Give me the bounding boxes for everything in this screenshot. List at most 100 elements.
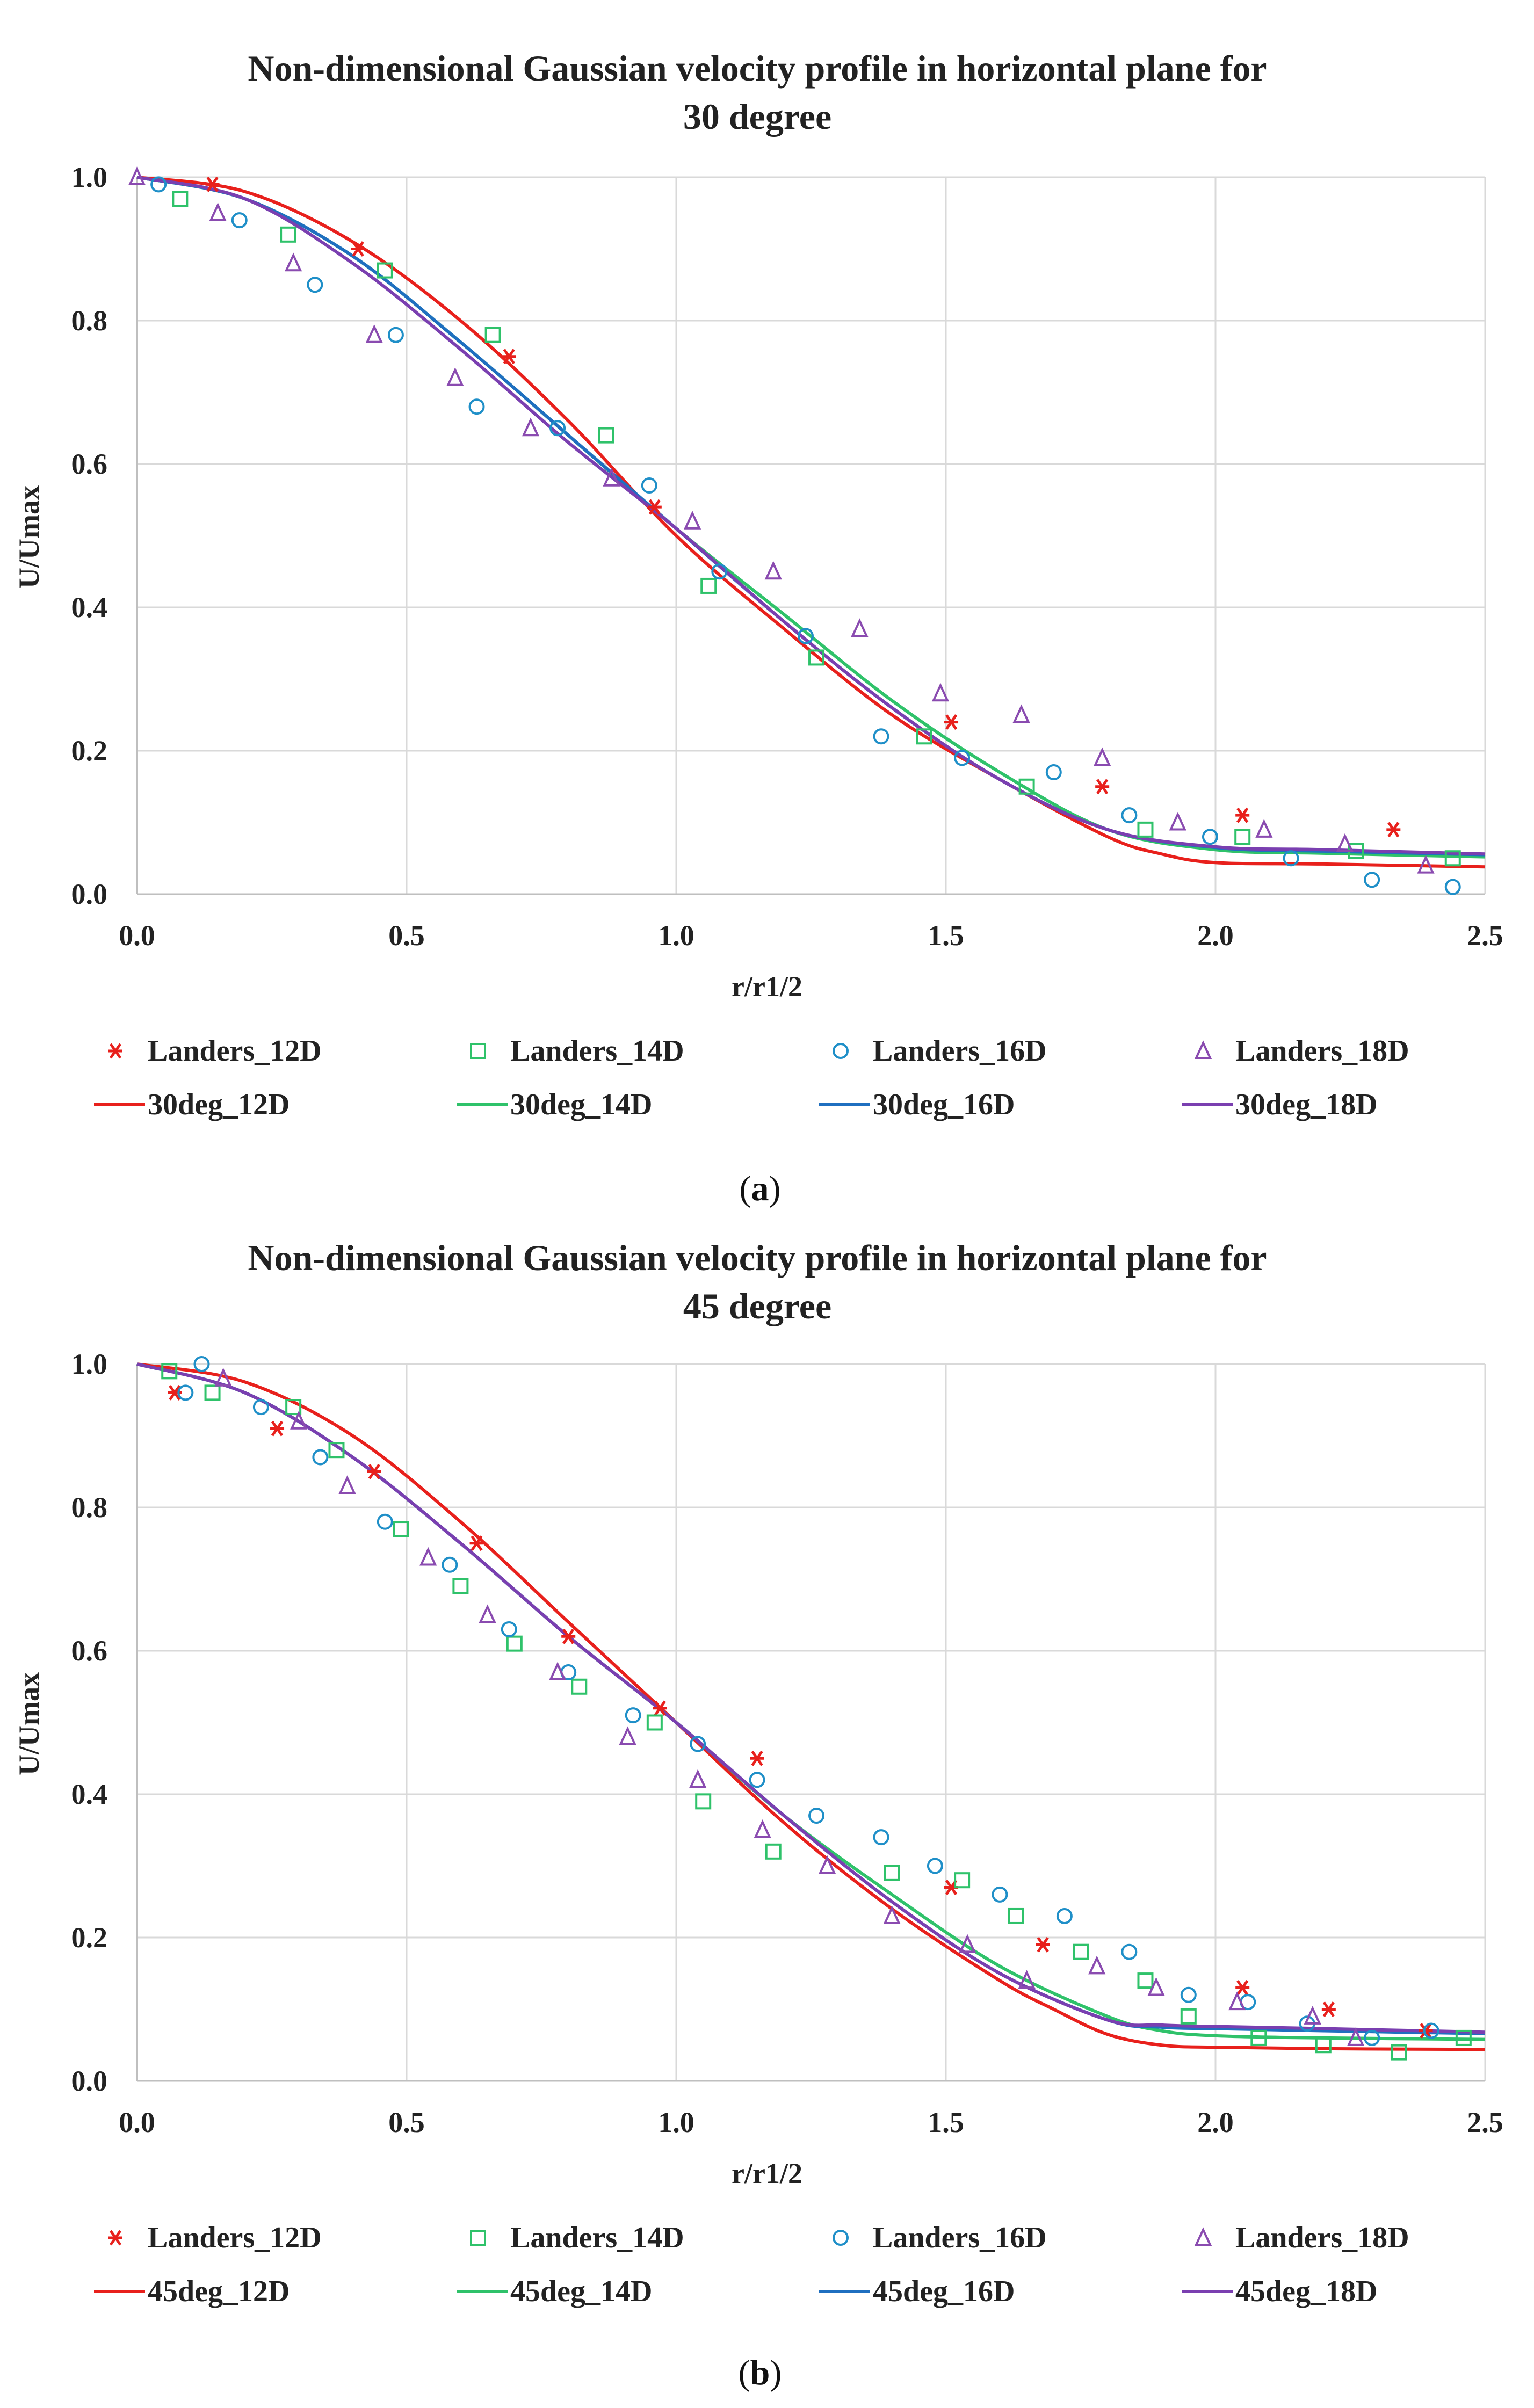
point-Landers_14D <box>1250 2029 1267 2046</box>
point-Landers_14D <box>484 327 501 343</box>
point-Landers_16D <box>549 420 566 437</box>
x-tick-label: 0.5 <box>388 2106 425 2138</box>
point-Landers_12D <box>750 1750 764 1766</box>
point-Landers_12D <box>270 1420 285 1437</box>
point-Landers_14D <box>1444 850 1461 867</box>
point-Landers_18D <box>285 252 302 272</box>
point-Landers_14D <box>1455 2029 1472 2046</box>
legend-marker-Landers_18D <box>1194 2227 1212 2246</box>
point-Landers_14D <box>285 1399 302 1416</box>
point-Landers_18D <box>764 561 782 580</box>
y-tick-label: 0.2 <box>71 1921 108 1954</box>
point-Landers_14D <box>1137 821 1154 838</box>
point-Landers_18D <box>214 1367 232 1387</box>
point-Landers_14D <box>695 1793 712 1810</box>
point-Landers_18D <box>931 683 950 702</box>
chart-a: 0.0 0.5 1.0 1.5 2.0 2.5 0.0 0.2 0.4 0.6 0.8 1.0 Land… <box>71 161 1503 1121</box>
point-Landers_14D <box>1008 1907 1024 1924</box>
point-Landers_14D <box>280 226 296 243</box>
legend-marker-Landers_14D <box>470 2230 486 2246</box>
legend-marker-Landers_18D <box>1194 1040 1212 1059</box>
point-Landers_16D <box>193 1356 210 1372</box>
chart-b-xlabel: r/r1/2 <box>732 2157 802 2189</box>
point-Landers_16D <box>1283 850 1299 867</box>
chart-a-ylabel: U/Umax <box>13 485 45 589</box>
point-Landers_18D <box>1012 704 1030 723</box>
legend-label: Landers_18D <box>1235 1034 1409 1068</box>
legend-label: 30deg_18D <box>1235 1088 1377 1121</box>
chart-a-caption: (a) <box>740 1169 781 1208</box>
point-Landers_12D <box>1386 822 1401 838</box>
series-line-30deg_14D <box>136 176 1486 859</box>
point-Landers_18D <box>446 367 464 386</box>
chart-b-ylabel: U/Umax <box>13 1672 45 1775</box>
point-Landers_18D <box>338 1475 356 1494</box>
chart-b-title: Non-dimensional Gaussian velocity profil… <box>248 1237 1267 1278</box>
series-line-45deg_18D <box>136 1362 1486 2034</box>
x-tick-label: 2.0 <box>1197 2106 1234 2138</box>
point-Landers_16D <box>1121 807 1138 824</box>
legend-label: 30deg_12D <box>148 1088 290 1121</box>
point-Landers_18D <box>1018 1970 1036 1989</box>
point-Landers_18D <box>683 511 701 530</box>
point-Landers_12D <box>944 714 959 730</box>
point-Landers_12D <box>205 176 220 192</box>
x-tick-label: 1.0 <box>658 919 694 952</box>
point-Landers_14D <box>571 1678 588 1695</box>
legend-marker-Landers_12D <box>108 2230 122 2246</box>
point-Landers_12D <box>561 1628 576 1644</box>
y-tick-label: 0.4 <box>71 1778 108 1810</box>
y-tick-label: 0.8 <box>71 1491 108 1524</box>
point-Landers_14D <box>765 1843 782 1860</box>
point-Landers_18D <box>1255 819 1273 838</box>
point-Landers_16D <box>1423 2022 1439 2039</box>
point-Landers_18D <box>1147 1977 1165 1996</box>
point-Landers_16D <box>625 1707 641 1724</box>
legend-marker-Landers_12D <box>108 1043 122 1059</box>
legend-label: Landers_14D <box>510 1034 684 1068</box>
point-Landers_12D <box>502 349 516 365</box>
point-Landers_12D <box>351 241 365 257</box>
point-Landers_18D <box>851 618 869 637</box>
point-Landers_16D <box>797 628 814 644</box>
point-Landers_18D <box>419 1547 437 1566</box>
point-Landers_16D <box>927 1858 943 1874</box>
point-Landers_18D <box>1169 811 1186 831</box>
chart-a-subtitle: 30 degree <box>683 96 831 137</box>
point-Landers_18D <box>959 1934 976 1953</box>
legend-label: 45deg_14D <box>510 2275 652 2308</box>
point-Landers_12D <box>1321 2001 1336 2017</box>
series-line-30deg_12D <box>136 176 1486 869</box>
point-Landers_16D <box>377 1513 393 1530</box>
chart-a-xlabel: r/r1/2 <box>732 970 802 1003</box>
point-Landers_18D <box>754 1819 771 1838</box>
point-Landers_16D <box>252 1399 269 1416</box>
point-Landers_14D <box>161 1363 178 1380</box>
point-Landers_16D <box>442 1556 458 1573</box>
point-Landers_16D <box>873 728 889 745</box>
x-tick-label: 1.5 <box>928 2106 964 2138</box>
x-tick-label: 2.0 <box>1197 919 1234 952</box>
point-Landers_12D <box>1095 779 1110 795</box>
legend-label: Landers_16D <box>873 1034 1047 1068</box>
point-Landers_14D <box>954 1872 971 1889</box>
y-tick-label: 0.6 <box>71 1635 108 1667</box>
point-Landers_18D <box>522 417 540 437</box>
point-Landers_18D <box>1336 833 1354 852</box>
point-Landers_18D <box>603 467 620 487</box>
legend-marker-Landers_16D <box>833 2230 849 2246</box>
point-Landers_14D <box>393 1521 409 1537</box>
point-Landers_12D <box>1235 807 1250 823</box>
point-Landers_16D <box>501 1621 517 1637</box>
point-Landers_18D <box>548 1662 567 1681</box>
point-Landers_16D <box>1045 764 1062 781</box>
point-Landers_16D <box>992 1886 1008 1903</box>
legend-label: 45deg_12D <box>148 2275 290 2308</box>
point-Landers_18D <box>1304 2006 1321 2025</box>
series-line-45deg_16D <box>136 1362 1486 2035</box>
x-tick-label: 0.0 <box>119 2106 155 2138</box>
point-Landers_14D <box>884 1865 900 1881</box>
point-Landers_18D <box>619 1726 636 1745</box>
legend-label: Landers_14D <box>510 2221 684 2254</box>
